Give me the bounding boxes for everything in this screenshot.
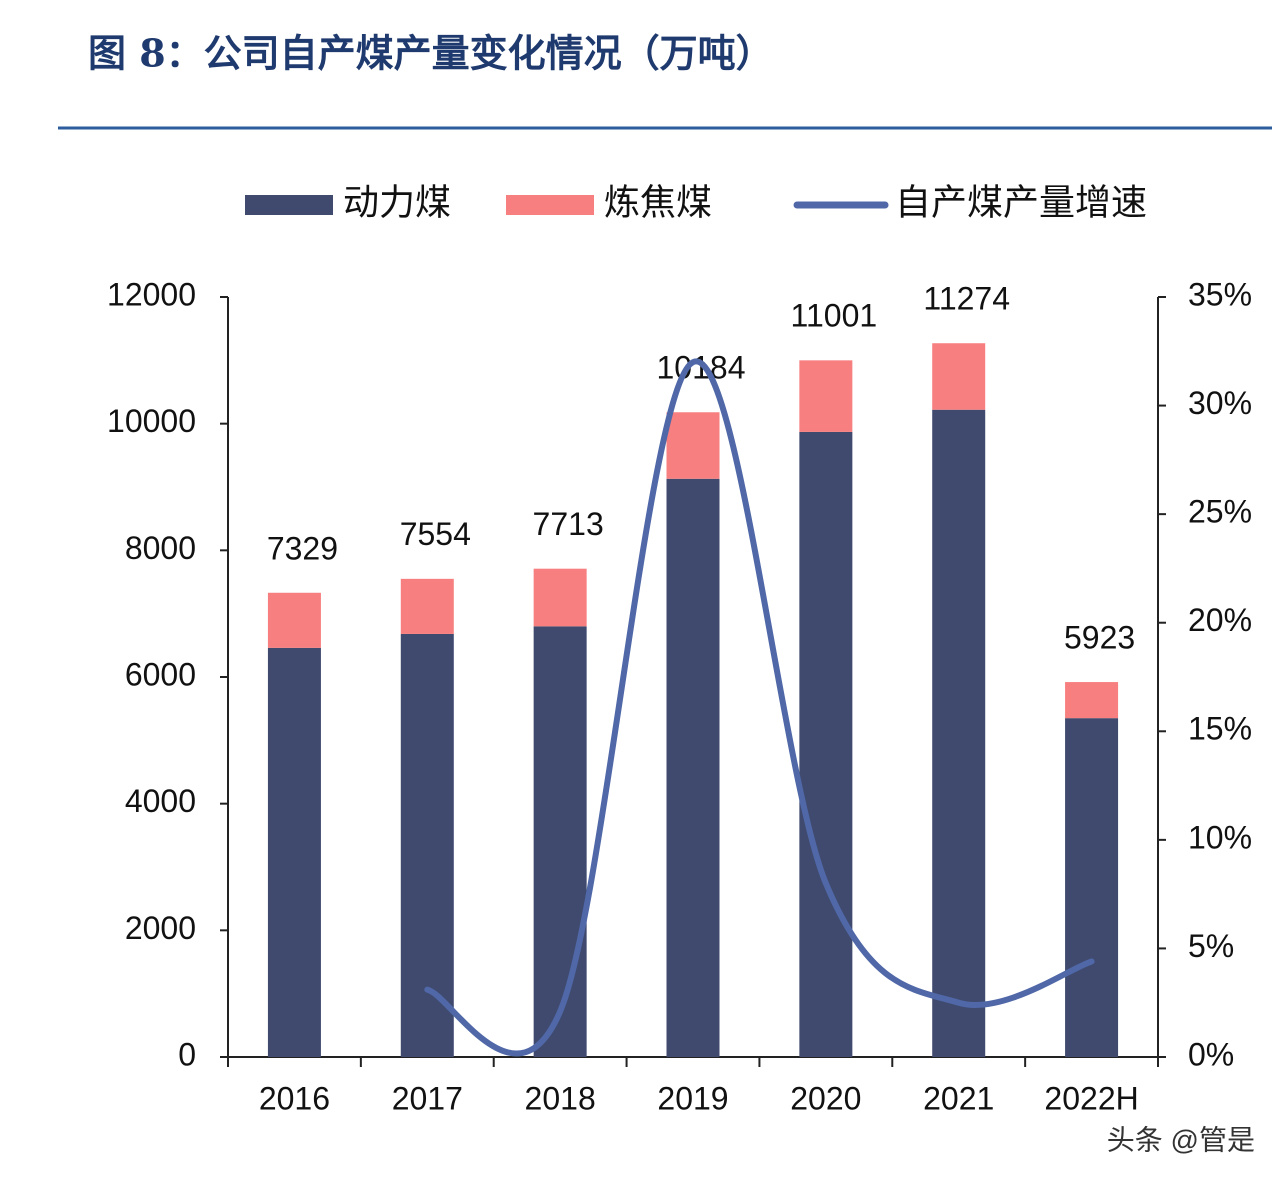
y2-tick-label: 25% bbox=[1188, 494, 1252, 530]
bar-segment bbox=[533, 568, 587, 627]
bar-segment bbox=[666, 478, 720, 1057]
y2-tick-label: 30% bbox=[1188, 385, 1252, 421]
bar-segment bbox=[799, 360, 853, 432]
legend-label: 自产煤产量增速 bbox=[895, 182, 1147, 223]
legend-swatch bbox=[506, 195, 595, 215]
y-tick-label: 12000 bbox=[107, 276, 196, 312]
legend-label: 动力煤 bbox=[343, 182, 451, 223]
bar-segment bbox=[666, 412, 720, 479]
y-tick-label: 6000 bbox=[125, 656, 196, 692]
total-label: 7713 bbox=[533, 506, 604, 542]
y2-tick-label: 10% bbox=[1188, 819, 1252, 855]
bar-segment bbox=[799, 431, 853, 1057]
legend-label: 炼焦煤 bbox=[604, 182, 712, 223]
y-tick-label: 0 bbox=[178, 1036, 196, 1072]
x-tick-label: 2021 bbox=[923, 1080, 994, 1116]
y2-tick-label: 0% bbox=[1188, 1036, 1234, 1072]
bar-segment bbox=[267, 647, 321, 1057]
bar-segment bbox=[932, 343, 986, 410]
x-tick-label: 2017 bbox=[392, 1080, 463, 1116]
total-label: 11001 bbox=[791, 298, 878, 334]
x-tick-label: 2018 bbox=[525, 1080, 596, 1116]
bar-segment bbox=[1065, 718, 1119, 1057]
y-tick-label: 2000 bbox=[125, 910, 196, 946]
x-tick-label: 2019 bbox=[657, 1080, 728, 1116]
watermark: 头条 @管是 bbox=[1107, 1124, 1255, 1155]
y2-tick-label: 20% bbox=[1188, 602, 1252, 638]
bar-segment bbox=[267, 592, 321, 648]
legend-swatch bbox=[245, 195, 333, 215]
bar-segment bbox=[932, 409, 986, 1057]
total-label: 10184 bbox=[657, 349, 746, 385]
bar-segment bbox=[400, 578, 454, 634]
chart-title: 图 8：公司自产煤产量变化情况（万吨） bbox=[88, 31, 774, 76]
x-tick-label: 2016 bbox=[259, 1080, 330, 1116]
total-label: 7329 bbox=[267, 530, 338, 566]
growth-line bbox=[424, 358, 1095, 1057]
x-tick-label: 2022H bbox=[1044, 1080, 1138, 1116]
bar-segment bbox=[533, 626, 587, 1057]
y-tick-label: 4000 bbox=[125, 783, 196, 819]
y-tick-label: 8000 bbox=[125, 530, 196, 566]
bar-segment bbox=[400, 633, 454, 1057]
bar-segment bbox=[1065, 682, 1119, 719]
x-tick-label: 2020 bbox=[790, 1080, 861, 1116]
total-label: 5923 bbox=[1064, 619, 1135, 655]
y2-tick-label: 15% bbox=[1188, 711, 1252, 747]
y2-tick-label: 35% bbox=[1188, 276, 1252, 312]
y-tick-label: 10000 bbox=[107, 403, 196, 439]
total-label: 11274 bbox=[923, 280, 1010, 316]
total-label: 7554 bbox=[400, 516, 471, 552]
y2-tick-label: 5% bbox=[1188, 928, 1234, 964]
